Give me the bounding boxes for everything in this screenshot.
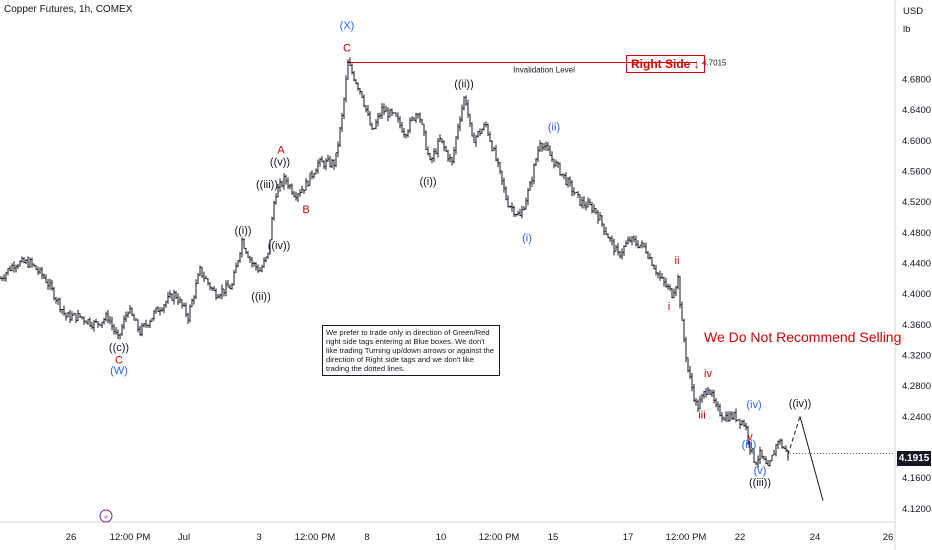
wave-label: ((iv)) <box>789 398 812 410</box>
price-tick-label: 4.4400 <box>902 259 931 270</box>
time-tick-label: 17 <box>623 532 634 543</box>
wave-label: ((i)) <box>419 176 436 188</box>
wave-label: C <box>343 42 351 54</box>
disclaimer-note: We prefer to trade only in direction of … <box>322 325 500 376</box>
wave-label: ((iii)) <box>749 477 771 489</box>
wave-label: (iv) <box>746 399 761 411</box>
time-tick-label: 12:00 PM <box>666 532 707 543</box>
wave-label: ((ii)) <box>251 291 271 303</box>
price-tick-label: 4.3600 <box>902 320 931 331</box>
wave-label: ((ii)) <box>454 78 474 90</box>
price-tick-label: 4.2800 <box>902 381 931 392</box>
wave-label: (ii) <box>548 121 560 133</box>
wave-label: (W) <box>110 365 128 377</box>
current-price-tag: 4.1915 <box>897 451 931 466</box>
chart-title: Copper Futures, 1h, COMEX <box>4 4 133 15</box>
price-tick-label: 4.4800 <box>902 228 931 239</box>
time-tick-label: 26 <box>66 532 77 543</box>
price-tick-label: 4.1600 <box>902 473 931 484</box>
time-tick-label: 12:00 PM <box>479 532 520 543</box>
price-tick-label: 4.5600 <box>902 167 931 178</box>
wave-label: (v) <box>754 465 767 477</box>
price-tick-label: 4.5200 <box>902 197 931 208</box>
price-tick-label: 4.6000 <box>902 136 931 147</box>
price-tick-label: 4.6800 <box>902 75 931 86</box>
price-tick-label: 4.3200 <box>902 351 931 362</box>
time-tick-label: 10 <box>436 532 447 543</box>
wave-label: iv <box>704 368 712 380</box>
wave-label: A <box>277 144 285 156</box>
price-series <box>0 57 895 501</box>
wave-label: (X) <box>340 20 355 32</box>
invalidation-value: 4.7015 <box>702 59 727 68</box>
time-tick-label: 3 <box>256 532 261 543</box>
wave-label: v <box>747 431 753 443</box>
wave-label: ii <box>675 255 680 267</box>
wave-label: C <box>115 354 123 366</box>
price-tick-label: 4.6400 <box>902 105 931 116</box>
wave-label: ((v)) <box>270 157 290 169</box>
wave-label: i <box>668 301 670 313</box>
invalidation-level: Invalidation Level 4.7015 <box>347 59 727 75</box>
wave-label: ((iv)) <box>268 240 291 252</box>
wave-labels: (X) C ((ii)) (ii) A((v)) ((iii)) ((i)) B ((i)) (i… <box>109 20 811 489</box>
right-side-tag: Right Side ↓ <box>626 55 705 73</box>
time-tick-label: Jul <box>178 532 190 543</box>
replay-icon[interactable]: » <box>99 509 113 523</box>
price-tick-label: 4.4000 <box>902 289 931 300</box>
svg-text:»: » <box>104 514 108 521</box>
time-tick-label: 12:00 PM <box>295 532 336 543</box>
time-tick-label: 8 <box>364 532 369 543</box>
wave-label: iii <box>698 410 705 422</box>
projection-down <box>799 416 824 501</box>
time-tick-label: 15 <box>548 532 559 543</box>
time-tick-label: 22 <box>735 532 746 543</box>
wave-label: B <box>302 204 309 216</box>
unit-top[interactable]: USD <box>903 6 924 17</box>
price-tick-label: 4.2400 <box>902 412 931 423</box>
wave-label: ((i)) <box>234 225 251 237</box>
invalidation-label: Invalidation Level <box>513 66 575 75</box>
time-axis: 26 12:00 PM Jul 3 12:00 PM 8 10 12:00 PM 15 17 12:… <box>66 532 894 543</box>
projection-up-dotted <box>787 416 801 455</box>
headline-text: We Do Not Recommend Selling <box>704 329 901 345</box>
wave-label: ((iii)) <box>256 179 278 191</box>
time-tick-label: 26 <box>883 532 894 543</box>
wave-label: ((c)) <box>109 342 129 354</box>
price-tick-label: 4.1200 <box>902 504 931 515</box>
time-tick-label: 24 <box>810 532 821 543</box>
wave-label: (iii) <box>742 439 757 451</box>
wave-label: (i) <box>522 233 532 245</box>
unit-bottom[interactable]: lb <box>903 24 911 35</box>
time-tick-label: 12:00 PM <box>110 532 151 543</box>
